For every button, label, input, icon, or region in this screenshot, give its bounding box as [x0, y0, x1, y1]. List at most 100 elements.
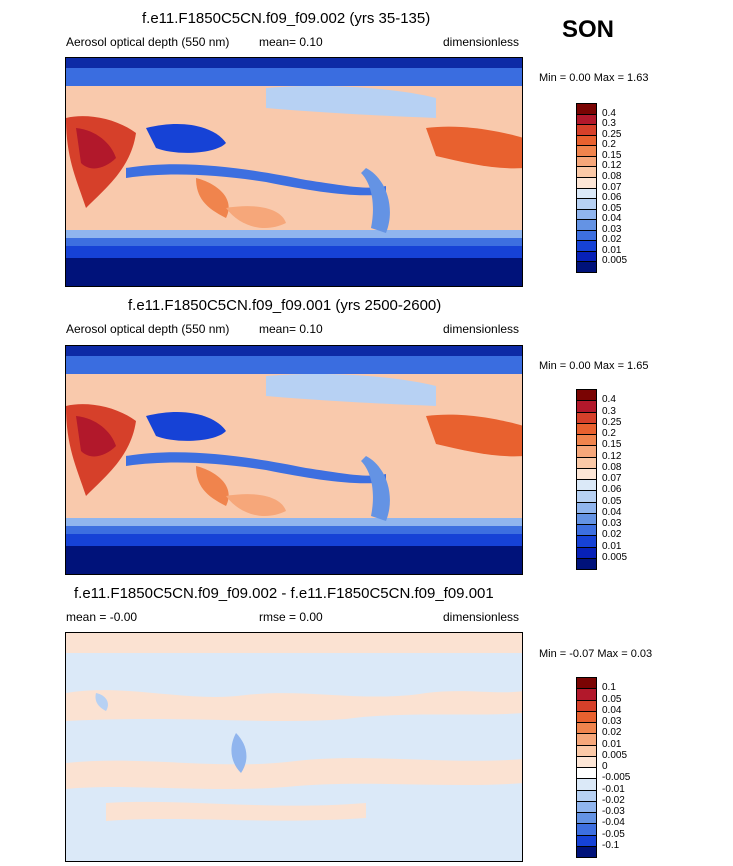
colorbar-label: 0.05 [602, 495, 622, 507]
colorbar-label: 0.07 [602, 473, 622, 484]
colorbar-label: -0.04 [602, 817, 625, 829]
colorbar-box [576, 155, 597, 167]
colorbar-box [576, 535, 597, 547]
colorbar-label: 0.3 [602, 405, 616, 417]
colorbar-box [576, 800, 597, 813]
panel-2-map [65, 345, 523, 575]
colorbar-box [576, 229, 597, 241]
panel-2-map-field [66, 346, 522, 574]
colorbar-box [576, 834, 597, 847]
colorbar-box [576, 422, 597, 435]
panel-1-mean: mean= 0.10 [259, 35, 323, 49]
colorbar-box [576, 823, 597, 835]
colorbar-box [576, 103, 597, 115]
panel-1-map [65, 57, 523, 287]
colorbar-label: 0.1 [602, 682, 616, 694]
colorbar-label: -0.03 [602, 806, 625, 817]
panel-2-title: f.e11.F1850C5CN.f09_f09.001 (yrs 2500-26… [128, 297, 442, 314]
colorbar-label: -0.005 [602, 772, 631, 784]
panel-3-title: f.e11.F1850C5CN.f09_f09.002 - f.e11.F185… [74, 585, 494, 602]
colorbar-label: 0.4 [602, 394, 616, 406]
colorbar-label: 0.03 [602, 223, 622, 235]
colorbar-label: -0.1 [602, 839, 620, 851]
colorbar-label: -0.05 [602, 828, 625, 840]
colorbar-box [576, 710, 597, 723]
colorbar-box [576, 467, 597, 480]
panel-3-colorbar: 0.1 0.05 0.04 0.03 0.02 0.01 0.005 0 -0.005 -0.01… [576, 677, 630, 858]
panel-3-minmax: Min = -0.07 Max = 0.03 [539, 648, 653, 660]
colorbar-label: 0.06 [602, 484, 622, 496]
colorbar-box [576, 434, 597, 446]
colorbar-box [576, 124, 597, 136]
colorbar-label: 0.04 [602, 704, 622, 716]
colorbar-label: 0.04 [602, 506, 622, 518]
colorbar-label: 0.02 [602, 529, 622, 541]
colorbar-box [576, 767, 597, 779]
panel-2-variable: Aerosol optical depth (550 nm) [66, 322, 230, 336]
panel-1-colorbar: 0.4 0.3 0.25 0.2 0.15 0.12 0.08 0.07 0.06 0.05 0.0… [576, 103, 627, 273]
colorbar-box [576, 845, 597, 858]
colorbar-label: 0.15 [602, 149, 622, 161]
panel-1-minmax: Min = 0.00 Max = 1.63 [539, 72, 649, 84]
colorbar-label: 0.25 [602, 416, 622, 428]
colorbar-label: 0 [602, 761, 608, 772]
colorbar-label: 0.12 [602, 450, 622, 462]
colorbar-box [576, 134, 597, 146]
colorbar-label: 0.04 [602, 213, 622, 225]
colorbar-label: 0.005 [602, 749, 628, 761]
colorbar-box [576, 812, 597, 824]
colorbar-box [576, 456, 597, 469]
panel-3-map-field [66, 633, 522, 861]
colorbar-label: 0.08 [602, 461, 622, 473]
colorbar-box [576, 250, 597, 262]
colorbar-box [576, 722, 597, 734]
colorbar-box [576, 744, 597, 757]
colorbar-box [576, 789, 597, 802]
colorbar-box [576, 219, 597, 231]
colorbar-label: 0.07 [602, 181, 622, 193]
colorbar-label: 0.2 [602, 139, 616, 151]
colorbar-label: -0.01 [602, 783, 625, 795]
colorbar-box [576, 445, 597, 457]
colorbar-box [576, 145, 597, 157]
panel-2-units: dimensionless [443, 322, 520, 336]
colorbar-label: 0.12 [602, 160, 622, 172]
colorbar-label: 0.01 [602, 244, 622, 256]
panel-1-units: dimensionless [443, 35, 520, 49]
colorbar-label: 0.4 [602, 107, 616, 119]
panel-3-rmse: rmse = 0.00 [259, 610, 323, 624]
colorbar-box [576, 512, 597, 525]
colorbar-box [576, 755, 597, 768]
colorbar-label: -0.02 [602, 794, 625, 806]
season-label: SON [562, 16, 615, 43]
colorbar-box [576, 176, 597, 188]
colorbar-box [576, 208, 597, 220]
colorbar-label: 0.05 [602, 202, 622, 214]
colorbar-box [576, 501, 597, 514]
colorbar-box [576, 389, 597, 401]
panel-2-mean: mean= 0.10 [259, 322, 323, 336]
colorbar-box [576, 198, 597, 210]
panel-3-mean: mean = -0.00 [66, 610, 138, 624]
colorbar-box [576, 411, 597, 424]
colorbar-label: 0.25 [602, 128, 622, 140]
colorbar-box [576, 479, 597, 491]
colorbar-box [576, 546, 597, 559]
panel-1-title: f.e11.F1850C5CN.f09_f09.002 (yrs 35-135) [142, 10, 431, 27]
colorbar-box [576, 490, 597, 502]
panel-1-variable: Aerosol optical depth (550 nm) [66, 35, 230, 49]
panel-2-minmax: Min = 0.00 Max = 1.65 [539, 360, 649, 372]
colorbar-box [576, 699, 597, 712]
colorbar-label: 0.06 [602, 192, 622, 204]
colorbar-box [576, 733, 597, 745]
colorbar-box [576, 166, 597, 178]
colorbar-label: 0.005 [602, 255, 628, 267]
colorbar-label: 0.2 [602, 428, 616, 439]
colorbar-label: 0.02 [602, 234, 622, 246]
colorbar-box [576, 240, 597, 252]
panel-2-colorbar: 0.4 0.3 0.25 0.2 0.15 0.12 0.08 0.07 0.06 0.05 0.0… [576, 389, 627, 570]
colorbar-label: 0.02 [602, 727, 622, 739]
colorbar-box [576, 400, 597, 412]
colorbar-box [576, 261, 597, 273]
panel-3-units: dimensionless [443, 610, 520, 624]
